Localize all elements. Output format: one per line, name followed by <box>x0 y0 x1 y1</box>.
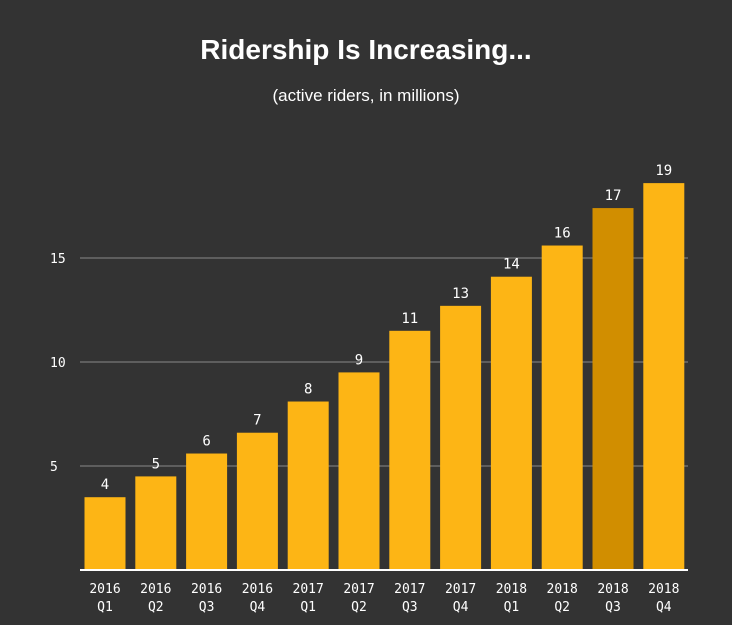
x-tick-label-year: 2017 <box>394 582 425 597</box>
x-tick-label-year: 2018 <box>496 582 527 597</box>
data-label: 6 <box>202 434 210 450</box>
x-tick-label-year: 2017 <box>445 582 476 597</box>
y-tick-label: 10 <box>50 356 66 371</box>
x-tick-label-year: 2016 <box>242 582 273 597</box>
bar <box>186 453 228 570</box>
x-tick-label-year: 2017 <box>343 582 374 597</box>
x-tick-label-quarter: Q1 <box>504 600 520 615</box>
bar <box>592 208 634 570</box>
bar <box>236 432 278 570</box>
data-label: 9 <box>355 352 363 368</box>
x-tick-label-quarter: Q1 <box>97 600 113 615</box>
data-label: 13 <box>452 286 469 302</box>
x-tick-label-quarter: Q4 <box>656 600 672 615</box>
data-label: 8 <box>304 382 312 398</box>
x-tick-label-quarter: Q1 <box>300 600 316 615</box>
bar <box>135 476 177 570</box>
bar <box>643 183 685 570</box>
data-label: 16 <box>554 226 571 242</box>
x-tick-label-year: 2018 <box>547 582 578 597</box>
bar <box>389 330 431 570</box>
x-tick-label-quarter: Q3 <box>605 600 621 615</box>
data-label: 17 <box>605 188 622 204</box>
chart-title: Ridership Is Increasing... <box>200 34 532 65</box>
data-label: 19 <box>655 163 672 179</box>
x-tick-label-quarter: Q2 <box>554 600 570 615</box>
data-label: 7 <box>253 413 261 429</box>
bar <box>84 497 126 570</box>
bar <box>440 305 482 570</box>
y-tick-label: 15 <box>50 252 66 267</box>
x-tick-label-year: 2016 <box>191 582 222 597</box>
x-tick-label-year: 2016 <box>140 582 171 597</box>
x-tick-label-quarter: Q4 <box>250 600 266 615</box>
x-tick-label-year: 2016 <box>89 582 120 597</box>
x-tick-label-year: 2018 <box>597 582 628 597</box>
x-tick-label-quarter: Q2 <box>148 600 164 615</box>
x-tick-label-year: 2017 <box>293 582 324 597</box>
bar <box>541 245 583 570</box>
data-label: 11 <box>401 311 418 327</box>
x-tick-label-quarter: Q3 <box>199 600 215 615</box>
chart-subtitle: (active riders, in millions) <box>272 86 460 105</box>
data-label: 5 <box>152 456 160 472</box>
x-tick-label-quarter: Q2 <box>351 600 367 615</box>
x-tick-label-quarter: Q4 <box>453 600 469 615</box>
bar <box>490 276 532 570</box>
data-label: 14 <box>503 257 520 273</box>
bar <box>338 372 380 570</box>
data-label: 4 <box>101 477 109 493</box>
y-tick-label: 5 <box>50 460 58 475</box>
x-tick-label-year: 2018 <box>648 582 679 597</box>
bar <box>287 401 329 570</box>
x-tick-label-quarter: Q3 <box>402 600 418 615</box>
